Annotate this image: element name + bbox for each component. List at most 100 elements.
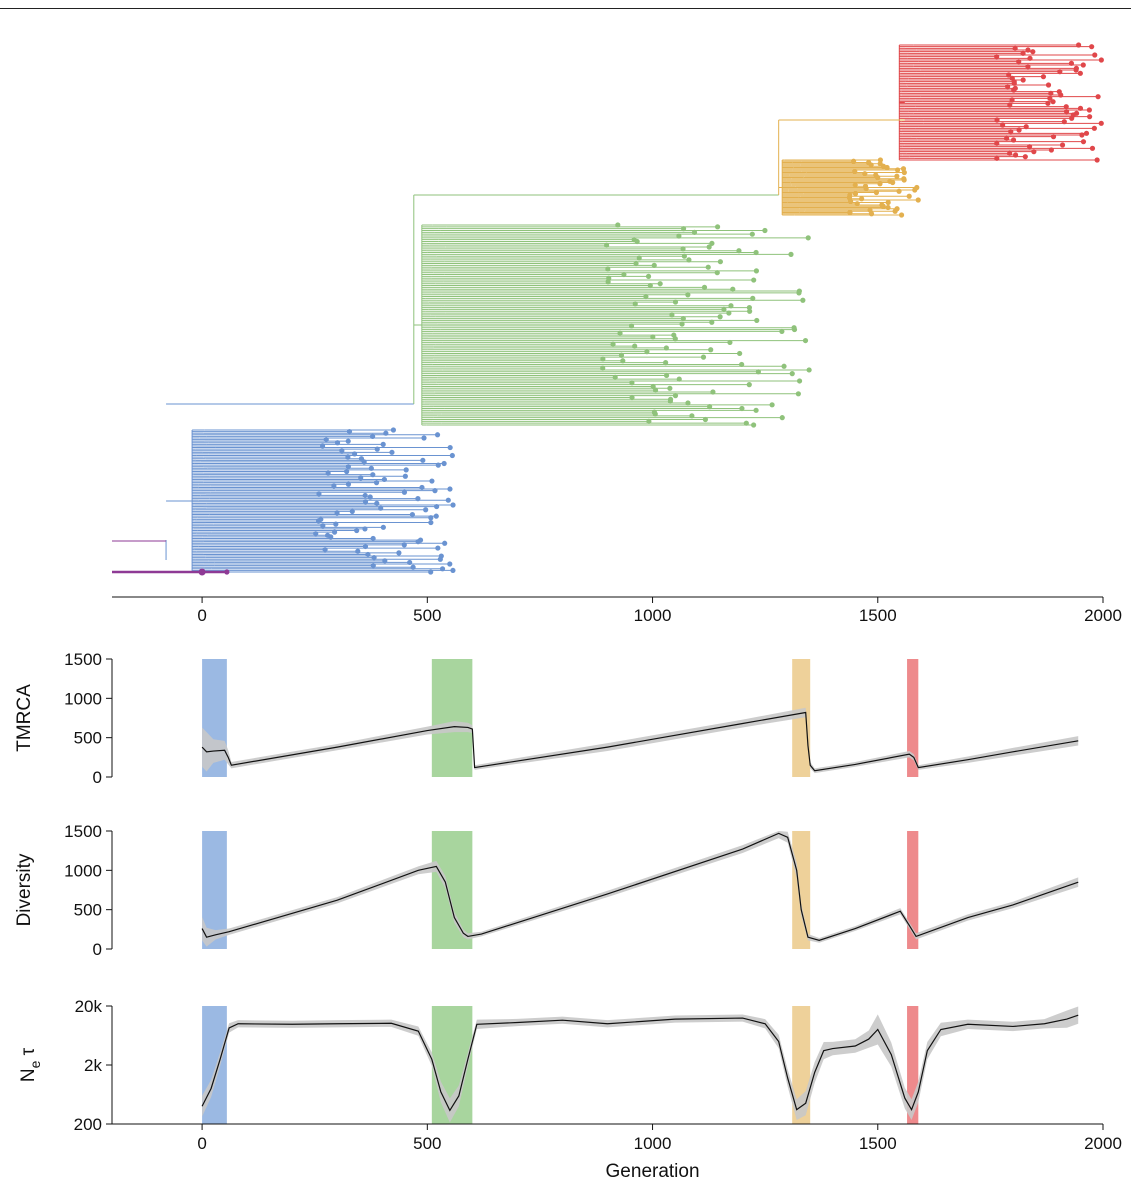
- tree-tip: [402, 473, 408, 479]
- tree-tip: [717, 314, 723, 320]
- tree-tip: [709, 319, 715, 325]
- tree-tip: [894, 173, 900, 179]
- tree-tip: [333, 521, 339, 527]
- tree-tip: [680, 246, 686, 252]
- tree-tip: [753, 407, 759, 413]
- tree-tip: [429, 478, 435, 484]
- tree-tip: [636, 255, 642, 261]
- tree-tip: [428, 515, 434, 521]
- y-tick-label: 0: [93, 768, 102, 787]
- tree-clade-blue: [166, 427, 456, 575]
- x-axis-title: Generation: [606, 1161, 700, 1182]
- tree-tip: [680, 315, 686, 322]
- tree-tip: [779, 328, 785, 335]
- tree-tip: [1022, 154, 1028, 160]
- tree-tip: [906, 193, 912, 199]
- y-tick-label: 20k: [75, 997, 103, 1016]
- tree-tip: [753, 249, 759, 256]
- tree-tip: [727, 339, 733, 346]
- tree-tip: [401, 542, 407, 548]
- highlight-band-green: [431, 659, 473, 777]
- purple-tip: [198, 568, 206, 576]
- tree-tip: [730, 286, 736, 292]
- tree-tip: [1089, 145, 1096, 151]
- tree-clade-red: [898, 42, 1104, 163]
- tree-tip: [676, 376, 682, 382]
- tree-tip: [862, 171, 868, 177]
- ne-tau-panel: 200 2k 20k Ne τ 0 500 1000 1500 2000 Generation: [18, 997, 1122, 1182]
- tree-tip: [709, 240, 715, 246]
- tree-tip: [447, 561, 453, 567]
- tree-tip: [1098, 57, 1104, 63]
- tree-tip: [1045, 100, 1051, 106]
- tree-tip: [743, 420, 749, 426]
- tree-tip: [915, 197, 921, 203]
- tree-tip: [663, 372, 670, 379]
- tree-tip: [901, 177, 907, 183]
- tree-tip: [1040, 74, 1047, 80]
- tree-clade-yellow: [778, 157, 921, 218]
- tree-x-tick-label: 1500: [859, 606, 897, 625]
- tree-tip: [362, 526, 368, 532]
- tree-tip: [667, 398, 673, 404]
- tree-tip: [647, 282, 653, 289]
- tree-tip: [612, 374, 618, 380]
- tree-tip: [403, 467, 409, 473]
- y-tick-label: 0: [93, 940, 102, 959]
- tree-tip: [345, 481, 352, 487]
- tree-tip: [396, 550, 402, 556]
- tree-tip: [605, 279, 611, 285]
- tree-tip: [389, 449, 395, 455]
- tree-tip: [795, 391, 801, 397]
- tree-tip: [868, 211, 875, 217]
- tree-tip: [686, 257, 692, 263]
- tree-tip: [710, 389, 716, 395]
- tree-tip: [877, 181, 883, 187]
- tree-tip: [650, 334, 656, 340]
- tree-tip: [885, 204, 891, 211]
- tree-tip: [447, 486, 453, 492]
- tree-tip: [885, 199, 891, 206]
- tree-tip: [1059, 142, 1066, 148]
- tree-clade-purple: [112, 568, 230, 576]
- tree-tip: [450, 567, 456, 574]
- tree-tip: [689, 413, 695, 419]
- tree-tip: [852, 168, 858, 174]
- tree-tip: [1047, 95, 1053, 101]
- tree-x-tick-label: 500: [413, 606, 441, 625]
- tree-tip: [884, 164, 890, 171]
- tree-tip: [702, 416, 709, 423]
- y-tick-label: 2k: [84, 1056, 102, 1075]
- tree-tip: [1083, 130, 1090, 136]
- tree-clade-green: [413, 222, 812, 428]
- tree-tip: [769, 402, 775, 408]
- tree-tip: [894, 167, 901, 173]
- tree-tip: [652, 387, 659, 393]
- tree-tip: [739, 361, 745, 368]
- tree-tip: [1086, 107, 1092, 113]
- tree-tip: [629, 394, 635, 401]
- tree-tip: [1077, 70, 1083, 76]
- tree-tip: [434, 503, 440, 510]
- phylogenetic-tree: [112, 42, 1104, 576]
- tree-tip: [802, 337, 809, 344]
- tree-tip: [747, 308, 753, 314]
- tree-tip: [435, 462, 441, 468]
- top-border-rule: [0, 8, 1131, 9]
- tree-tip: [863, 186, 869, 192]
- tree-tip: [652, 411, 658, 417]
- tree-tip: [1080, 139, 1087, 145]
- tree-tip: [850, 158, 857, 164]
- mean-line: [201, 711, 1079, 772]
- tree-tip: [796, 378, 803, 384]
- tree-tip: [651, 262, 657, 268]
- tree-tip: [806, 367, 812, 373]
- tree-tip: [433, 513, 439, 519]
- y-tick-label: 1000: [64, 689, 102, 708]
- tree-links: [112, 119, 905, 560]
- tree-tip: [633, 260, 639, 267]
- tree-tip: [714, 270, 720, 276]
- tree-tip: [875, 174, 881, 181]
- y-tick-label: 200: [74, 1115, 102, 1134]
- tree-tip: [423, 507, 429, 513]
